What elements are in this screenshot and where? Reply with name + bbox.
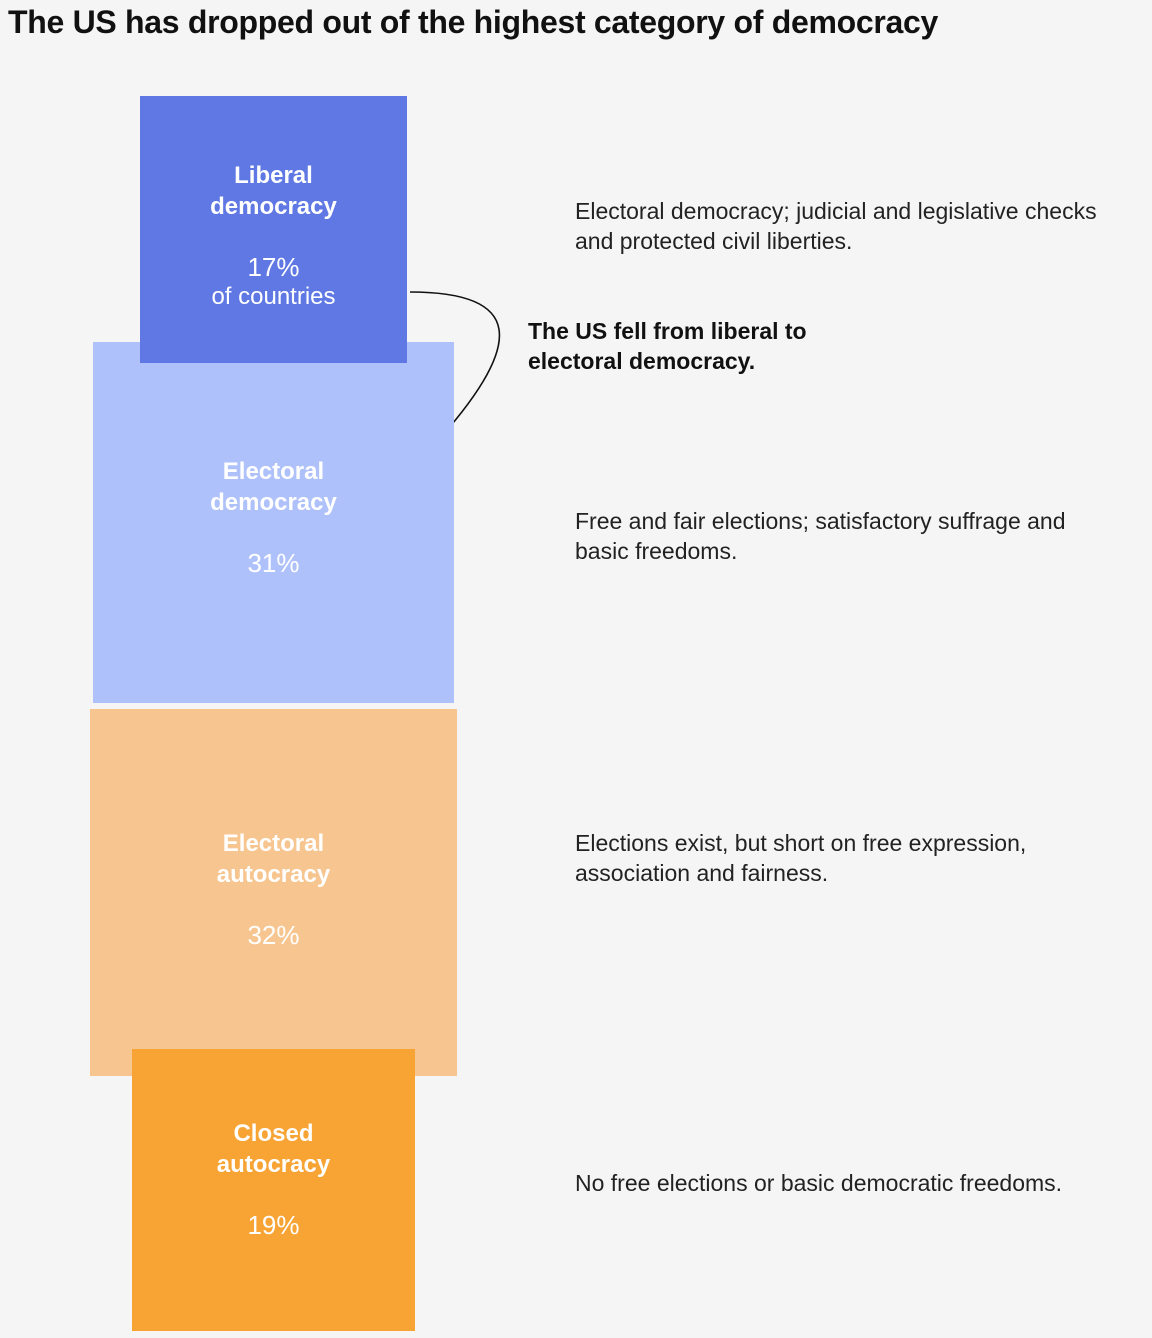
category-label: Electoral autocracy bbox=[216, 830, 331, 888]
category-value: 17% bbox=[247, 252, 300, 282]
square-electoral-autocracy: Electoral autocracy 32% bbox=[90, 709, 457, 1076]
category-value: 32% bbox=[247, 920, 300, 950]
square-closed-autocracy: Closed autocracy 19% bbox=[132, 1049, 415, 1332]
category-description: No free elections or basic democratic fr… bbox=[575, 1170, 1063, 1196]
square-liberal-democracy: Liberal democracy 17% of countries bbox=[139, 96, 408, 364]
annotation-text: The US fell from liberal to electoral de… bbox=[528, 318, 807, 374]
category-value: 31% bbox=[247, 548, 300, 578]
category-value: 19% bbox=[247, 1210, 300, 1240]
chart-title: The US has dropped out of the highest ca… bbox=[8, 4, 938, 40]
category-unit: of countries bbox=[211, 283, 336, 310]
category-description: Electoral democracy; judicial and legisl… bbox=[575, 198, 1097, 254]
category-description: Elections exist, but short on free expre… bbox=[575, 830, 1027, 886]
category-label: Closed autocracy bbox=[216, 1120, 331, 1178]
arrow-path bbox=[409, 291, 501, 450]
square-electoral-democracy: Electoral democracy 31% bbox=[93, 342, 454, 703]
category-label: Electoral democracy bbox=[210, 458, 337, 516]
category-description: Free and fair elections; satisfactory su… bbox=[575, 508, 1066, 564]
category-label: Liberal democracy bbox=[210, 162, 337, 220]
